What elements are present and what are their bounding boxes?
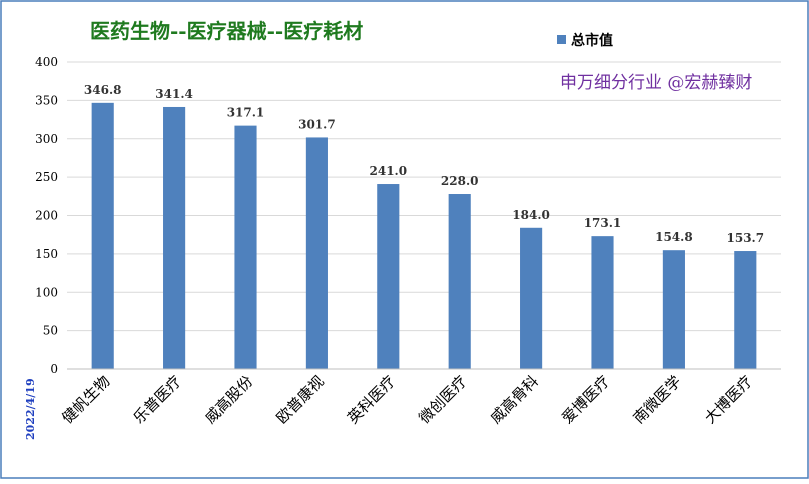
legend-swatch	[557, 35, 566, 44]
bar-value-label: 317.1	[227, 106, 265, 120]
bar	[734, 251, 757, 369]
date-label: 2022/4/19	[24, 378, 37, 440]
y-tick-label: 400	[35, 55, 58, 69]
watermark-text: 申万细分行业 @宏赫臻财	[560, 73, 752, 93]
bar	[163, 106, 186, 370]
bar-value-label: 184.0	[512, 208, 550, 222]
bar-value-label: 346.8	[84, 83, 122, 97]
bar-value-label: 173.1	[584, 216, 622, 230]
bar-value-label: 153.7	[727, 231, 765, 245]
bar	[234, 125, 257, 369]
gridlines	[67, 61, 781, 332]
bars	[91, 102, 757, 370]
y-tick-label: 50	[43, 324, 58, 338]
y-tick-label: 0	[50, 362, 58, 376]
y-tick-label: 200	[35, 209, 58, 223]
bar-value-label: 228.0	[441, 174, 479, 188]
legend-label: 总市值	[571, 32, 613, 49]
value-labels: 346.8 341.4 317.1 301.7 241.0 228.0 184.0 173.1…	[84, 83, 764, 245]
bar	[591, 236, 614, 369]
bar	[305, 137, 328, 369]
bar	[662, 250, 685, 369]
bar	[377, 184, 400, 369]
y-tick-label: 350	[35, 93, 58, 107]
bar	[448, 194, 471, 369]
bar-value-label: 154.8	[655, 230, 693, 244]
y-tick-label: 300	[35, 132, 58, 146]
bar-value-label: 341.4	[155, 87, 193, 101]
y-tick-label: 100	[35, 285, 58, 299]
y-tick-label: 250	[35, 170, 58, 184]
y-tick-label: 150	[35, 247, 58, 261]
y-axis-ticks: 0 50 100 150 200 250 300 350 400	[35, 55, 58, 376]
bar	[520, 227, 543, 369]
chart-title: 医药生物--医疗器械--医疗耗材	[90, 19, 363, 43]
bar-value-label: 301.7	[298, 117, 336, 131]
bar	[91, 102, 114, 370]
bar-value-label: 241.0	[370, 164, 408, 178]
